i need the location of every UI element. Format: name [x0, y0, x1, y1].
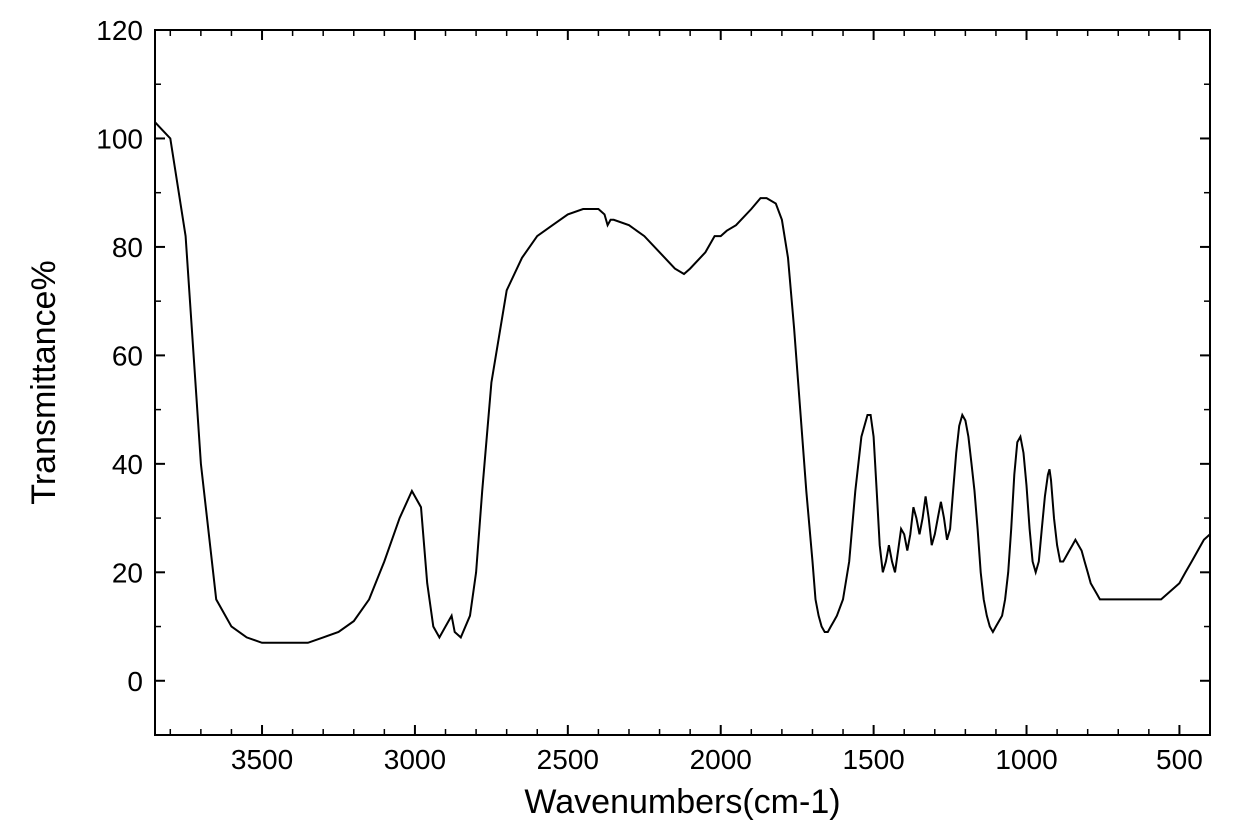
y-tick-label: 0: [127, 666, 143, 697]
y-tick-label: 40: [112, 449, 143, 480]
y-tick-label: 60: [112, 340, 143, 371]
x-tick-label: 1000: [995, 744, 1057, 775]
y-tick-label: 100: [96, 123, 143, 154]
x-tick-label: 1500: [842, 744, 904, 775]
x-tick-label: 500: [1156, 744, 1203, 775]
x-tick-label: 2500: [537, 744, 599, 775]
y-tick-label: 120: [96, 15, 143, 46]
y-tick-label: 20: [112, 557, 143, 588]
y-tick-label: 80: [112, 232, 143, 263]
x-axis-label: Wavenumbers(cm-1): [524, 783, 840, 821]
x-tick-label: 3500: [231, 744, 293, 775]
y-axis-label: Transmittance%: [25, 260, 63, 504]
chart-svg: 3500 3000 2500 2000 1500 1000 500 0 20 40 60 80 100 1…: [0, 0, 1240, 837]
ir-spectrum-chart: 3500 3000 2500 2000 1500 1000 500 0 20 40 60 80 100 1…: [0, 0, 1240, 837]
x-tick-label: 2000: [690, 744, 752, 775]
x-tick-label: 3000: [384, 744, 446, 775]
spectrum-line: [155, 122, 1210, 643]
plot-frame: [155, 30, 1210, 735]
